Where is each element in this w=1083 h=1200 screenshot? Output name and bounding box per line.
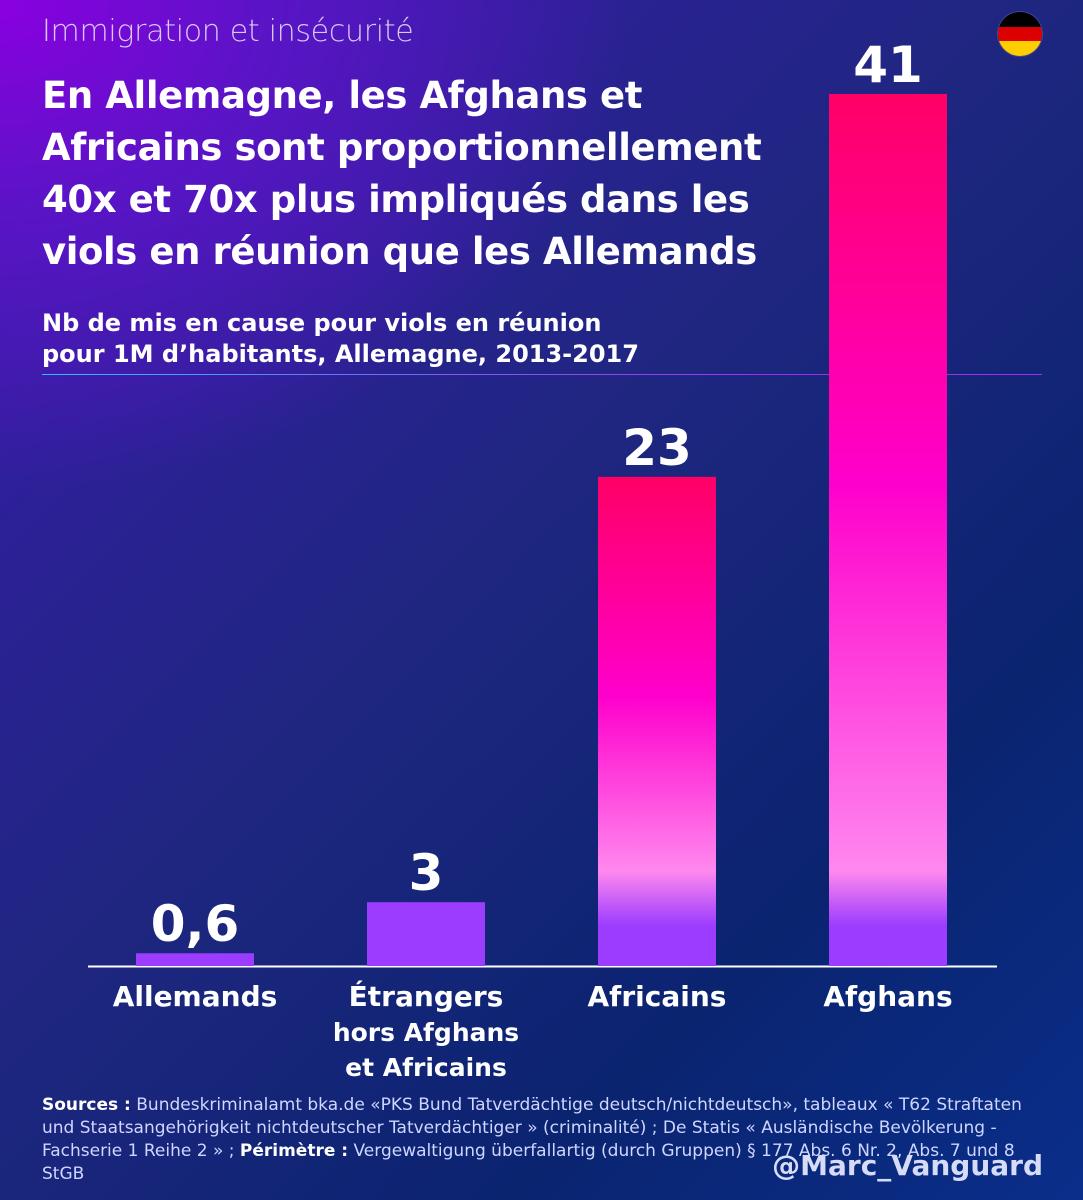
- category-label-2: Africains: [588, 980, 727, 1013]
- perimetre-text: Vergewaltigung überfallartig (durch Grup…: [42, 1141, 1015, 1184]
- category-label-0: Allemands: [113, 980, 278, 1013]
- chart-subtitle: Nb de mis en cause pour viols en réunion…: [42, 308, 762, 370]
- bar-value-label-2: 23: [622, 419, 692, 477]
- bar-3: [829, 94, 947, 966]
- sources-text: Bundeskriminalamt bka.de «PKS Bund Tatve…: [42, 1095, 1022, 1161]
- subtitle-divider: [42, 374, 1042, 375]
- bar-0: [136, 953, 254, 966]
- sources-label: Sources :: [42, 1095, 131, 1115]
- bar-1: [367, 902, 485, 966]
- kicker-topic: Immigration et insécurité: [42, 14, 414, 49]
- germany-flag-icon: [998, 12, 1042, 56]
- bar-2: [598, 476, 716, 966]
- category-label-1: Étrangers hors Afghans et Africains: [333, 979, 519, 1082]
- category-label-3: Afghans: [823, 980, 952, 1013]
- author-handle: @Marc_Vanguard: [772, 1149, 1043, 1182]
- chart-headline: En Allemagne, les Afghans et Africains s…: [42, 74, 762, 273]
- bar-chart: 0,6 Allemands 3 Étrangers hors Afghans et Afr…: [113, 36, 952, 1082]
- subtitle-line-2: pour 1M d’habitants, Allemagne, 2013-201…: [42, 340, 639, 368]
- bar-value-label-1: 3: [409, 844, 444, 902]
- sources-note: Sources : Bundeskriminalamt bka.de «PKS …: [42, 1094, 1042, 1186]
- bar-value-label-3: 41: [853, 36, 923, 94]
- bar-value-label-0: 0,6: [151, 895, 240, 953]
- perimetre-label: Périmètre :: [239, 1141, 349, 1161]
- subtitle-line-1: Nb de mis en cause pour viols en réunion: [42, 309, 602, 337]
